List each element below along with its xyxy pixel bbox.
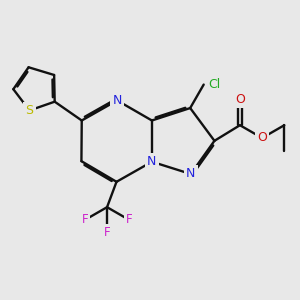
Text: O: O xyxy=(235,93,245,106)
Text: S: S xyxy=(26,104,34,117)
Text: N: N xyxy=(147,155,157,168)
Text: N: N xyxy=(186,167,196,181)
Text: O: O xyxy=(257,131,267,145)
Text: F: F xyxy=(104,226,110,239)
Text: F: F xyxy=(82,213,88,226)
Text: N: N xyxy=(112,94,122,107)
Text: F: F xyxy=(126,213,133,226)
Text: Cl: Cl xyxy=(208,78,220,91)
